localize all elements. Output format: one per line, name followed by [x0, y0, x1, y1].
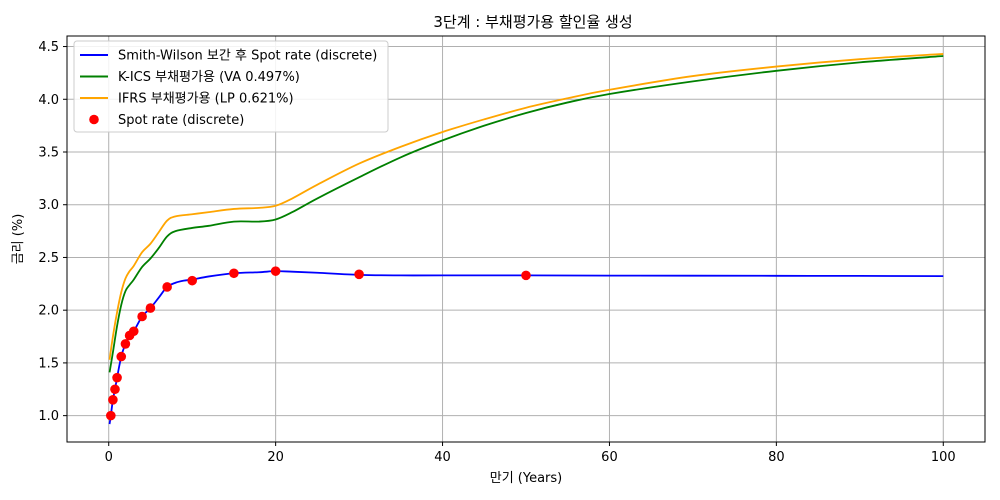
- spot-rate-point: [106, 410, 116, 421]
- spot-rate-point: [229, 268, 239, 279]
- y-tick-label: 1.0: [38, 409, 59, 424]
- legend-label: Spot rate (discrete): [118, 113, 244, 128]
- y-tick-label: 1.5: [38, 356, 59, 371]
- spot-rate-point: [128, 326, 139, 337]
- x-tick-label: 40: [434, 450, 451, 465]
- spot-rate-point: [270, 266, 281, 276]
- legend-box: [73, 40, 389, 133]
- spot-rate-point: [145, 303, 156, 313]
- spot-rate-point: [137, 311, 147, 322]
- series-line-1: [108, 270, 944, 425]
- spot-rate-point: [354, 269, 364, 280]
- y-tick-label: 4.0: [38, 93, 59, 108]
- x-tick-label: 60: [601, 450, 618, 465]
- grid: [67, 36, 985, 442]
- spot-rate-point: [120, 339, 131, 349]
- y-tick-label: 2.5: [38, 251, 59, 266]
- x-tick-label: 80: [768, 450, 785, 465]
- plot-area: [106, 53, 944, 425]
- series-line-2: [108, 55, 944, 373]
- legend: Smith-Wilson 보간 후 Spot rate (discrete) K-…: [73, 40, 389, 133]
- y-tick-label: 3.5: [38, 146, 59, 161]
- spot-rate-point: [162, 282, 172, 292]
- y-tick-label: 3.0: [38, 198, 59, 213]
- x-tick-label: 20: [267, 450, 284, 465]
- x-tick-label: 0: [105, 450, 113, 465]
- y-axis-ticks: 1.0 1.5 2.0 2.5 3.0 3.5 4.0 4.5: [38, 40, 67, 424]
- legend-label: IFRS 부채평가용 (LP 0.621%): [118, 92, 294, 107]
- x-axis-label: 만기 (Years): [490, 471, 563, 486]
- chart-title: 3단계 : 부채평가용 할인율 생성: [433, 13, 632, 31]
- spot-rate-point: [116, 351, 127, 362]
- legend-label: Smith-Wilson 보간 후 Spot rate (discrete): [118, 49, 377, 64]
- y-tick-label: 4.5: [38, 40, 59, 55]
- plot-frame: [66, 35, 986, 443]
- x-tick-label: 100: [931, 450, 956, 465]
- x-axis-ticks: 0 20 40 60 80 100: [105, 442, 956, 465]
- series-line-3: [108, 53, 944, 360]
- legend-swatch: [89, 114, 99, 125]
- legend-label: K-ICS 부채평가용 (VA 0.497%): [118, 70, 300, 85]
- spot-rate-point: [110, 384, 120, 395]
- y-tick-label: 2.0: [38, 304, 59, 319]
- spot-rate-point: [187, 275, 197, 286]
- spot-rate-point: [112, 372, 122, 383]
- spot-rate-point: [108, 395, 118, 405]
- spot-rate-point: [521, 270, 531, 281]
- y-axis-label: 금리 (%): [11, 214, 26, 265]
